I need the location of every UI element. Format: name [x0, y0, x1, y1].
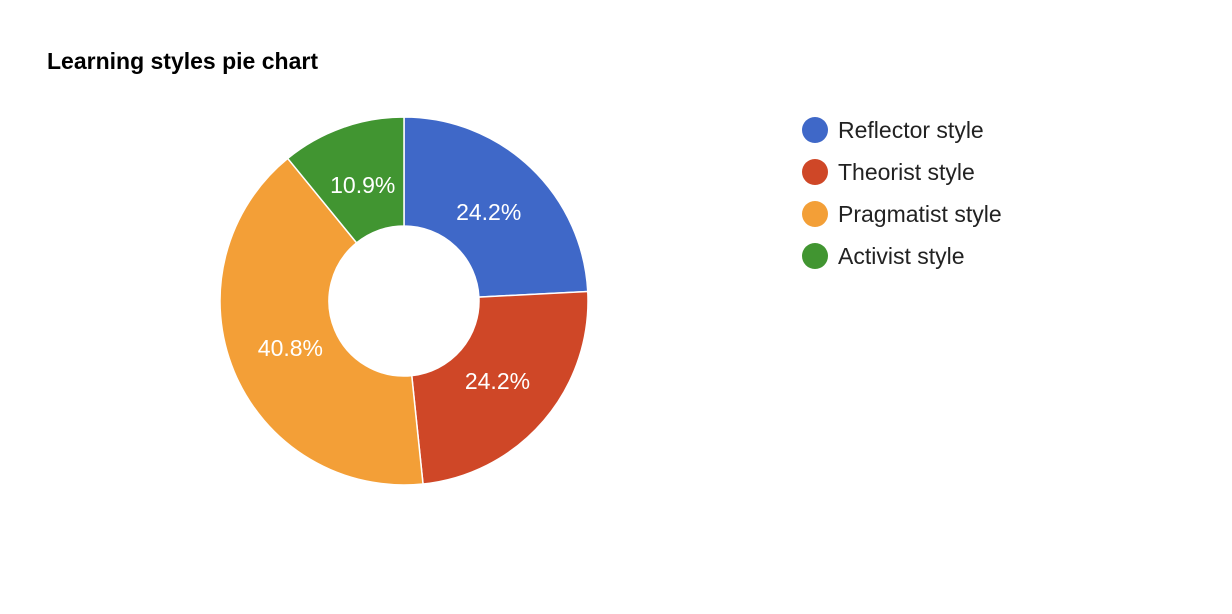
chart-slices	[219, 116, 589, 486]
slice-label-theorist: 24.2%	[465, 368, 530, 394]
chart-title: Learning styles pie chart	[47, 48, 318, 74]
legend-label-theorist: Theorist style	[838, 158, 975, 185]
slice-label-reflector: 24.2%	[456, 199, 521, 225]
slice-pragmatist[interactable]	[219, 157, 424, 486]
legend-label-pragmatist: Pragmatist style	[838, 200, 1002, 227]
slice-theorist[interactable]	[410, 290, 589, 485]
legend-item-activist[interactable]: Activist style	[802, 235, 1002, 277]
slice-label-pragmatist: 40.8%	[258, 335, 323, 361]
slice-activist[interactable]	[286, 116, 405, 244]
legend-item-pragmatist[interactable]: Pragmatist style	[802, 193, 1002, 235]
legend-label-reflector: Reflector style	[838, 116, 984, 143]
legend-swatch-activist	[802, 243, 828, 269]
slice-reflector[interactable]	[403, 116, 589, 298]
legend-item-theorist[interactable]: Theorist style	[802, 151, 1002, 193]
legend-swatch-theorist	[802, 159, 828, 185]
legend-swatch-pragmatist	[802, 201, 828, 227]
legend-swatch-reflector	[802, 117, 828, 143]
slice-label-activist: 10.9%	[330, 172, 395, 198]
legend-item-reflector[interactable]: Reflector style	[802, 109, 1002, 151]
chart-data-labels: 24.2% 24.2% 40.8% 10.9%	[258, 172, 530, 394]
chart-legend: Reflector style Theorist style Pragmatis…	[802, 109, 1002, 277]
legend-label-activist: Activist style	[838, 242, 965, 269]
